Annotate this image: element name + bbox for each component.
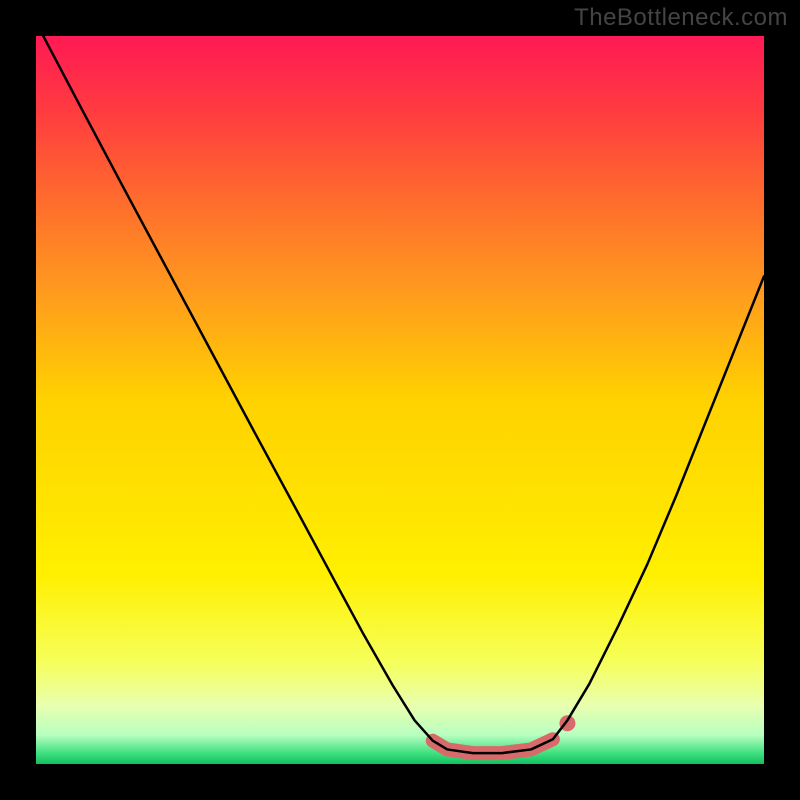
plot-outer	[36, 36, 764, 764]
bottleneck-curve-chart	[36, 36, 764, 764]
chart-frame: TheBottleneck.com	[0, 0, 800, 800]
chart-background	[36, 36, 764, 764]
watermark-text: TheBottleneck.com	[574, 4, 788, 32]
